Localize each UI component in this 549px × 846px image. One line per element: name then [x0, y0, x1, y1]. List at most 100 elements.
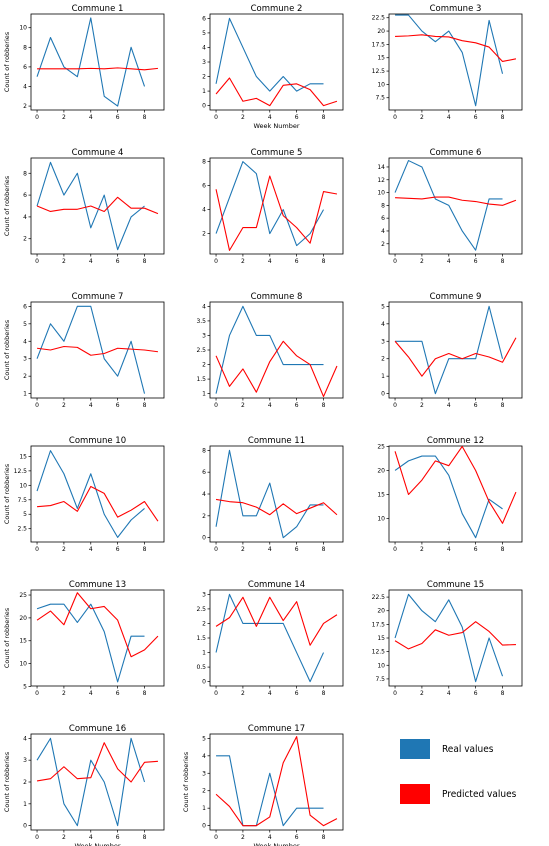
- y-axis-label: Count of robberies: [3, 31, 11, 92]
- chart-title: Commune 14: [248, 580, 305, 590]
- y-tick-label: 10: [19, 25, 27, 32]
- series-line-predicted: [36, 196, 159, 215]
- y-tick-label: 5: [23, 321, 27, 328]
- y-tick-label: 12.5: [372, 68, 386, 75]
- x-tick-label: 8: [501, 114, 505, 121]
- y-tick-label: 4: [23, 338, 27, 345]
- series-line-real: [395, 14, 504, 107]
- y-axis-label: Count of robberies: [3, 175, 11, 236]
- legend: Real values Predicted values: [400, 738, 540, 838]
- y-tick-label: 1: [23, 391, 27, 398]
- x-tick-label: 0: [214, 258, 218, 265]
- y-tick-label: 0.5: [196, 664, 206, 671]
- plot-frame: [209, 445, 344, 543]
- legend-label-predicted: Predicted values: [442, 788, 517, 800]
- chart-title: Commune 5: [251, 148, 303, 158]
- y-tick-label: 15: [19, 453, 27, 460]
- x-tick-label: 8: [322, 402, 326, 409]
- y-tick-label: 6: [23, 64, 27, 71]
- x-tick-label: 4: [447, 402, 451, 409]
- series-line-real: [36, 161, 145, 251]
- y-tick-label: 4: [202, 753, 206, 760]
- y-tick-label: 3.5: [196, 318, 206, 325]
- y-tick-label: 2.5: [17, 526, 27, 533]
- y-tick-label: 6: [23, 192, 27, 199]
- y-tick-label: 15: [377, 491, 385, 498]
- y-tick-label: 20: [377, 467, 385, 474]
- x-tick-label: 0: [35, 834, 39, 841]
- x-tick-label: 0: [393, 690, 397, 697]
- x-tick-label: 2: [62, 690, 66, 697]
- y-axis-label: Count of robberies: [3, 463, 11, 524]
- x-tick-label: 4: [447, 690, 451, 697]
- y-tick-label: 5: [202, 735, 206, 742]
- x-tick-label: 4: [447, 546, 451, 553]
- x-tick-label: 6: [116, 402, 120, 409]
- y-tick-label: 15: [377, 55, 385, 62]
- x-tick-label: 2: [62, 402, 66, 409]
- y-tick-label: 2: [23, 779, 27, 786]
- series-line-predicted: [394, 445, 517, 524]
- series-line-predicted: [215, 340, 338, 398]
- series-line-predicted: [36, 345, 159, 356]
- y-tick-label: 17.5: [372, 41, 386, 48]
- x-tick-label: 8: [322, 114, 326, 121]
- chart-title: Commune 17: [248, 724, 305, 734]
- x-tick-label: 4: [89, 402, 93, 409]
- y-tick-label: 3: [381, 338, 385, 345]
- x-tick-label: 0: [35, 258, 39, 265]
- y-tick-label: 3: [202, 59, 206, 66]
- chart-commune-10: Commune 10 0 2 4 6 8 2.5 5 7.5 10 12.5 15 Count of r…: [3, 436, 165, 553]
- series-line-predicted: [36, 742, 158, 783]
- x-tick-label: 0: [35, 546, 39, 553]
- y-tick-label: 5: [23, 683, 27, 690]
- y-tick-label: 2.5: [196, 606, 206, 613]
- plot-frame: [388, 589, 523, 687]
- y-axis-label: Count of robberies: [3, 607, 11, 668]
- x-tick-label: 8: [143, 258, 147, 265]
- chart-commune-5: Commune 5 0 2 4 6 8 2 4 6 8: [202, 148, 344, 265]
- x-tick-label: 8: [322, 690, 326, 697]
- x-tick-label: 0: [214, 402, 218, 409]
- x-tick-label: 8: [322, 546, 326, 553]
- y-tick-label: 2: [202, 231, 206, 238]
- y-tick-label: 2: [381, 356, 385, 363]
- series-line-real: [215, 161, 324, 247]
- series-line-real: [36, 737, 146, 827]
- x-tick-label: 4: [89, 834, 93, 841]
- y-tick-label: 4: [23, 214, 27, 221]
- chart-commune-9: Commune 9 0 2 4 6 8 0 1 2 3 4 5: [381, 292, 523, 409]
- chart-title: Commune 7: [72, 292, 124, 302]
- y-tick-label: 1: [202, 88, 206, 95]
- y-tick-label: 5: [23, 511, 27, 518]
- x-tick-label: 2: [241, 546, 245, 553]
- y-tick-label: 4: [202, 207, 206, 214]
- x-tick-label: 6: [474, 546, 478, 553]
- x-tick-label: 6: [116, 690, 120, 697]
- plot-frame: [30, 157, 165, 255]
- plot-frame: [388, 301, 523, 399]
- chart-title: Commune 15: [427, 580, 484, 590]
- y-tick-label: 0: [202, 823, 206, 830]
- plot-frame: [388, 13, 523, 111]
- chart-commune-4: Commune 4 0 2 4 6 8 2 4 6 8 Count of robberies: [3, 148, 165, 265]
- series-line-real: [36, 17, 146, 107]
- x-axis-label: Week Number: [254, 842, 300, 846]
- plot-frame: [30, 589, 165, 687]
- x-tick-label: 8: [143, 690, 147, 697]
- y-tick-label: 8: [202, 447, 206, 454]
- x-tick-label: 6: [474, 402, 478, 409]
- y-tick-label: 10: [19, 661, 27, 668]
- x-tick-label: 6: [474, 114, 478, 121]
- y-tick-label: 8: [23, 170, 27, 177]
- plot-frame: [388, 445, 523, 543]
- x-tick-label: 0: [214, 546, 218, 553]
- x-tick-label: 8: [501, 690, 505, 697]
- y-tick-label: 6: [202, 15, 206, 22]
- y-tick-label: 1: [202, 805, 206, 812]
- legend-swatch-real: [400, 739, 430, 759]
- y-axis-label: Count of robberies: [3, 319, 11, 380]
- y-tick-label: 20: [19, 615, 27, 622]
